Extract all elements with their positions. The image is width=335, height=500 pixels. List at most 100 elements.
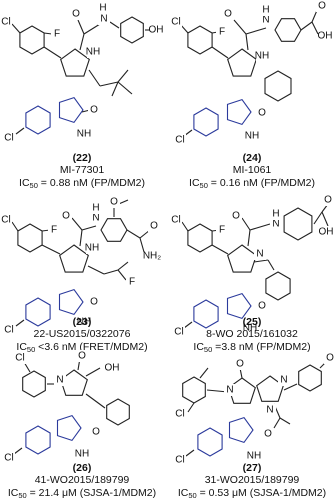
ring (25, 425, 51, 455)
ring (226, 292, 252, 320)
compound-number: (24) (243, 152, 262, 164)
bond (77, 19, 85, 35)
atom-label: NH (77, 129, 91, 140)
atom-bg (146, 250, 158, 262)
atom-bg (260, 4, 272, 16)
compound-number: (25) (243, 316, 262, 328)
bond (139, 237, 145, 253)
ring (197, 427, 223, 457)
ring (58, 96, 84, 124)
bond (279, 417, 291, 425)
compound-name: MI-1061 (233, 164, 272, 176)
atom-bg (90, 212, 102, 224)
bond (11, 221, 19, 232)
atom-bg (90, 426, 102, 438)
atom-label: OH (105, 363, 120, 374)
atom-label: NH₂ (143, 251, 161, 262)
atom-bg (88, 296, 100, 308)
atom-label: NH (85, 243, 99, 254)
atom-label: NH (255, 51, 269, 62)
atom-bg (170, 16, 182, 28)
atom-bg (244, 322, 256, 334)
atom-label: H (92, 203, 99, 214)
atom-label: Cl (174, 327, 183, 338)
bond (11, 23, 21, 34)
atom-bg (262, 428, 274, 440)
compound-number: (22) (73, 152, 92, 164)
ic50-sub: 50 (204, 345, 212, 354)
atom-label: Cl (4, 133, 13, 144)
bond (267, 259, 275, 271)
atom-label: O (62, 211, 70, 222)
ic50: IC50 = 21.4 μM (SJSA-1/MDM2) (8, 487, 156, 500)
bond (83, 23, 101, 35)
ring (187, 223, 213, 253)
bond (311, 21, 319, 35)
ic50-rest: = 0.53 μM (SJSA-1/MDM2) (197, 487, 326, 499)
atom-bg (76, 350, 88, 362)
atom-bg (70, 8, 82, 20)
atom-label: Cl (175, 455, 184, 466)
atom-bg (78, 316, 90, 328)
atom-label: O (150, 221, 158, 232)
bond (117, 269, 127, 281)
atom-label: F (219, 27, 225, 38)
ic50: IC50 = 0.16 nM (FP/MDM2) (189, 177, 315, 190)
bond (233, 19, 247, 35)
atom-label: NH (247, 451, 261, 462)
bond (81, 225, 97, 231)
atom-label: H (262, 5, 269, 16)
ring (187, 25, 213, 55)
atom-bg (170, 214, 182, 226)
atom-label: N (266, 405, 273, 416)
atom-bg (270, 208, 282, 220)
ic50: IC50 = 0.53 μM (SJSA-1/MDM2) (178, 487, 326, 500)
ring (60, 48, 90, 77)
atom-bg (51, 28, 63, 40)
ic50: IC50 <3.6 nM (FRET/MDM2) (16, 341, 147, 354)
atom-bg (174, 454, 186, 466)
ic50-rest: <3.6 nM (FRET/MDM2) (35, 341, 147, 353)
atom-bg (320, 226, 332, 238)
ic50-sub: 50 (18, 491, 26, 500)
ic50-sub: 50 (30, 181, 38, 190)
atom-bg (54, 374, 66, 386)
ic50: IC50 =3.8 nM (FP/MDM2) (193, 341, 310, 354)
atom-bg (86, 242, 98, 254)
atom-label: N (256, 249, 263, 260)
bond (99, 81, 119, 87)
atom-bg (76, 448, 88, 460)
atom-bg (319, 30, 331, 42)
atom-bg (230, 210, 242, 222)
atom-label: Cl (171, 17, 180, 28)
bond (117, 261, 129, 271)
atom-bg (150, 24, 162, 36)
ring (19, 25, 45, 55)
atom-bg (264, 404, 276, 416)
ring (298, 364, 322, 392)
atom-bg (278, 374, 290, 386)
atom-bg (3, 324, 15, 336)
atom-bg (3, 452, 15, 464)
compound-number: (27) (243, 462, 262, 474)
atom-label: O (264, 429, 272, 440)
compound-name: 8-WO 2015/161032 (206, 328, 298, 340)
atom-label: O (78, 351, 86, 362)
atom-label: OH (319, 227, 334, 238)
compound-number: (23) (73, 316, 92, 328)
atom-label: O (110, 197, 118, 208)
atom-bg (324, 352, 335, 364)
bond (85, 393, 106, 409)
atom-bg (148, 220, 160, 232)
ring (264, 70, 292, 102)
ring (25, 297, 51, 327)
atom-bg (174, 408, 186, 420)
atom-label: N (92, 213, 99, 224)
bond (253, 259, 269, 263)
ring (58, 288, 84, 316)
atom-label: F (54, 29, 60, 40)
atom-bg (0, 214, 12, 226)
